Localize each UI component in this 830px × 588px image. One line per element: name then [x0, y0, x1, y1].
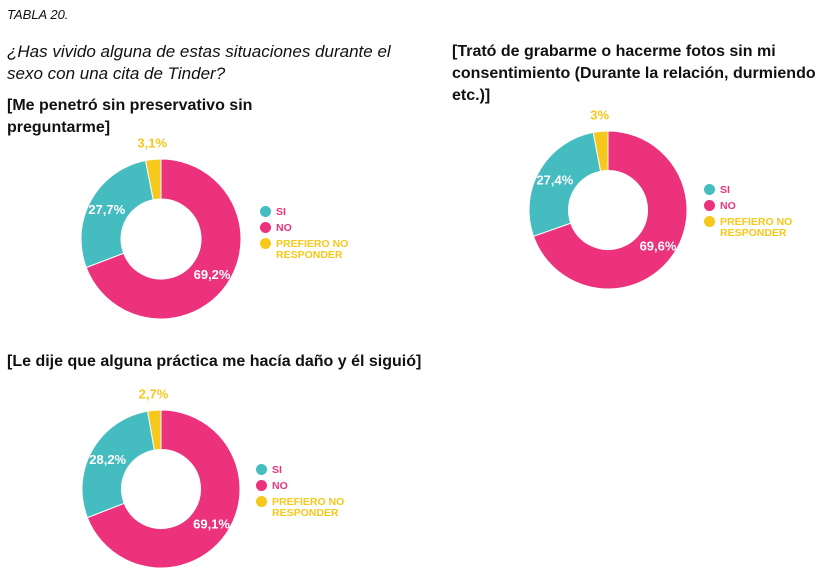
- prefiero-swatch: [704, 216, 715, 227]
- chart-3-title: [Le dije que alguna práctica me hacía da…: [7, 353, 422, 370]
- no-swatch: [260, 222, 271, 233]
- slice-prefiero: [144, 158, 162, 201]
- legend-item-prefiero: PREFIERO NO RESPONDER: [704, 216, 824, 239]
- legend-item-si: SI: [704, 184, 824, 196]
- chart-1-donut: 69,2% 27,7% 3,1%: [80, 135, 242, 320]
- slice-si: [80, 159, 154, 269]
- legend-label-prefiero: PREFIERO NO RESPONDER: [276, 238, 349, 261]
- slice-no: [85, 158, 242, 320]
- legend-label-no: NO: [276, 222, 292, 234]
- data-label-prefiero: 3%: [590, 107, 609, 122]
- chart-1-title: [Me penetró sin preservativo sin pregunt…: [7, 97, 253, 136]
- data-label-no: 69,2%: [194, 267, 231, 282]
- prefiero-swatch: [256, 496, 267, 507]
- data-label-no: 69,1%: [193, 517, 230, 532]
- legend-item-no: NO: [256, 480, 376, 492]
- legend-item-no: NO: [260, 222, 380, 234]
- chart-2-donut: 69,6% 27,4% 3%: [528, 107, 688, 290]
- table-number: TABLA 20.: [7, 7, 69, 22]
- no-swatch: [704, 200, 715, 211]
- legend-item-prefiero: PREFIERO NO RESPONDER: [260, 238, 380, 261]
- si-swatch: [260, 206, 271, 217]
- data-label-prefiero: 2,7%: [139, 386, 169, 401]
- si-swatch: [704, 184, 715, 195]
- slice-no: [86, 409, 241, 569]
- slice-si: [81, 410, 155, 519]
- data-label-prefiero: 3,1%: [137, 135, 167, 150]
- data-label-no: 69,6%: [640, 238, 677, 253]
- chart-2-title: [Trató de grabarme o hacerme fotos sin m…: [452, 43, 816, 104]
- slice-prefiero: [592, 130, 609, 172]
- legend-label-si: SI: [276, 206, 286, 218]
- data-label-si: 27,7%: [88, 202, 125, 217]
- legend-item-si: SI: [256, 464, 376, 476]
- slice-no: [532, 130, 688, 290]
- legend-item-si: SI: [260, 206, 380, 218]
- chart-3-donut: 69,1% 28,2% 2,7%: [81, 386, 241, 569]
- data-label-si: 28,2%: [89, 452, 126, 467]
- slice-si: [528, 131, 602, 237]
- legend-label-no: NO: [720, 200, 736, 212]
- legend-label-prefiero: PREFIERO NO RESPONDER: [272, 496, 345, 519]
- no-swatch: [256, 480, 267, 491]
- chart-3-legend: SI NO PREFIERO NO RESPONDER: [256, 464, 376, 524]
- chart-1-legend: SI NO PREFIERO NO RESPONDER: [260, 206, 380, 266]
- legend-label-si: SI: [272, 464, 282, 476]
- si-swatch: [256, 464, 267, 475]
- legend-label-no: NO: [272, 480, 288, 492]
- slice-prefiero: [147, 409, 162, 451]
- data-label-si: 27,4%: [536, 172, 573, 187]
- prefiero-swatch: [260, 238, 271, 249]
- legend-label-si: SI: [720, 184, 730, 196]
- survey-question: ¿Has vivido alguna de estas situaciones …: [7, 42, 391, 83]
- legend-item-no: NO: [704, 200, 824, 212]
- legend-label-prefiero: PREFIERO NO RESPONDER: [720, 216, 793, 239]
- legend-item-prefiero: PREFIERO NO RESPONDER: [256, 496, 376, 519]
- chart-2-legend: SI NO PREFIERO NO RESPONDER: [704, 184, 824, 244]
